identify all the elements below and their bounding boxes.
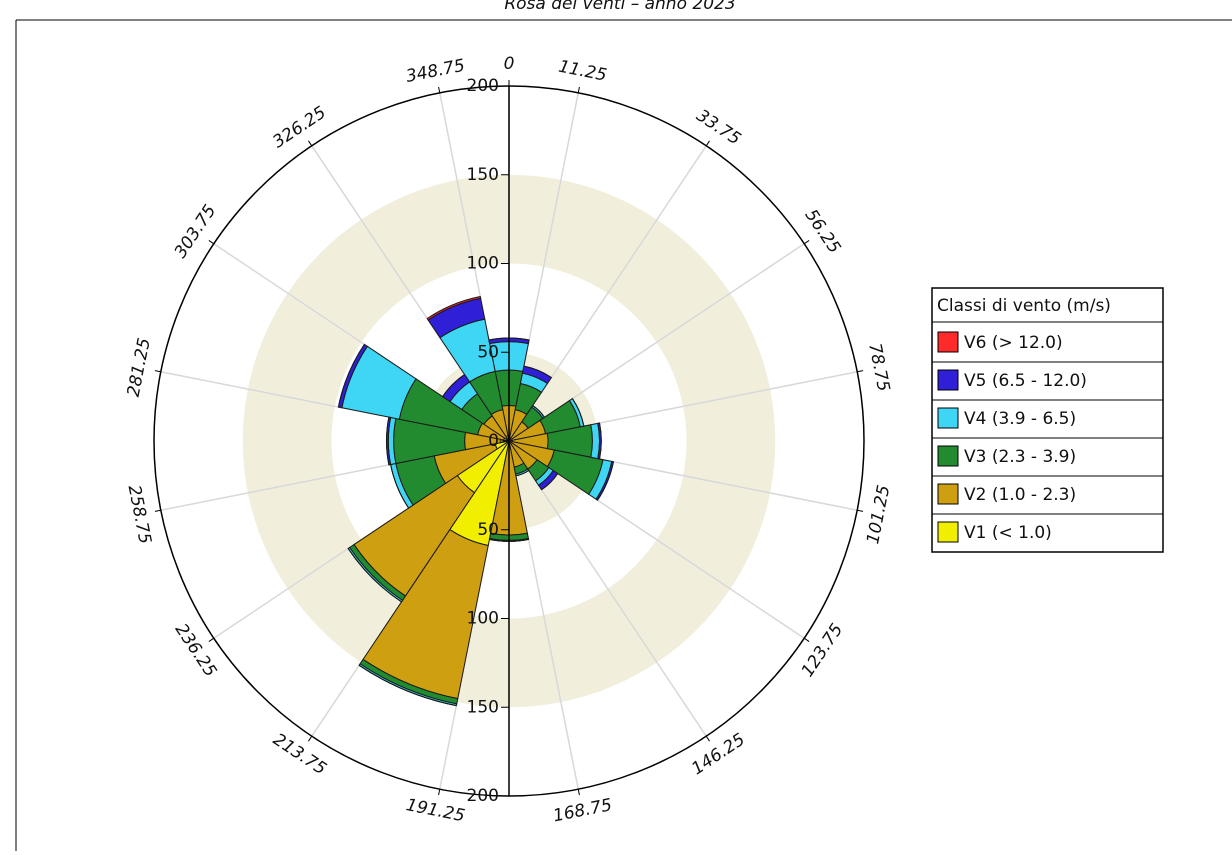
angular-tick: [438, 789, 441, 796]
angular-tick: [308, 140, 313, 147]
wind-segment: [541, 473, 559, 491]
radial-tick-label: 150: [467, 165, 499, 185]
legend-label: V1 (< 1.0): [964, 523, 1052, 543]
radial-tick-label: 0: [488, 431, 499, 451]
angular-tick-label: 348.75: [404, 56, 466, 87]
radial-tick-label: 150: [467, 697, 499, 717]
angular-tick-label: 281.25: [124, 336, 155, 398]
chart-title: Rosa dei venti – anno 2023: [504, 0, 735, 14]
legend-swatch: [937, 407, 959, 429]
wind-segment: [515, 470, 530, 477]
radial-tick-label: 200: [467, 76, 499, 96]
radial-tick-label: 100: [467, 254, 499, 274]
angular-tick: [208, 240, 215, 245]
angular-tick: [705, 735, 710, 742]
legend-swatch: [937, 483, 959, 505]
angular-tick: [577, 789, 580, 796]
angular-tick-label: 303.75: [171, 201, 221, 262]
wind-segment: [358, 664, 457, 707]
legend-swatch: [937, 369, 959, 391]
angular-tick: [803, 637, 810, 642]
legend-swatch: [937, 521, 959, 543]
legend-label: V4 (3.9 - 6.5): [964, 409, 1076, 429]
angular-tick-label: 213.75: [269, 730, 330, 780]
angular-tick-label: 78.75: [864, 342, 893, 394]
legend-swatch: [937, 331, 959, 353]
legend-title: Classi di vento (m/s): [937, 296, 1111, 316]
wind-segment: [426, 295, 482, 321]
angular-tick: [803, 240, 810, 245]
angular-tick: [577, 86, 580, 93]
angular-tick: [857, 509, 864, 512]
angular-tick: [308, 735, 313, 742]
legend: Classi di vento (m/s) V6 (> 12.0) V5 (6.5 …: [931, 287, 1164, 553]
angular-tick-label: 326.25: [269, 103, 330, 153]
angular-tick: [857, 370, 864, 373]
angular-tick-label: 236.25: [171, 620, 221, 681]
radial-tick-label: 50: [477, 520, 499, 540]
angular-tick-label: 191.25: [404, 795, 466, 826]
angular-tick-label: 11.25: [557, 57, 609, 86]
legend-label: V6 (> 12.0): [964, 333, 1063, 353]
legend-box: [931, 287, 1164, 553]
angular-tick: [208, 637, 215, 642]
radial-tick-label: 100: [467, 609, 499, 629]
angular-tick-label: 0: [504, 54, 515, 74]
angular-grid-line: [508, 440, 707, 737]
angular-tick-label: 258.75: [124, 483, 155, 545]
wind-segment: [337, 344, 365, 408]
angular-tick: [438, 86, 441, 93]
angular-tick-label: 146.25: [688, 730, 749, 780]
angular-tick-label: 101.25: [863, 483, 894, 545]
angular-tick-label: 168.75: [551, 795, 613, 826]
wind-segment: [489, 538, 529, 542]
angular-tick-label: 123.75: [798, 620, 848, 681]
wind-segment: [597, 461, 614, 501]
legend-label: V3 (2.3 - 3.9): [964, 447, 1076, 467]
angular-tick: [154, 509, 161, 512]
radial-tick-label: 50: [477, 342, 499, 362]
angular-tick: [705, 140, 710, 147]
legend-swatch: [937, 445, 959, 467]
radial-tick-label: 200: [467, 786, 499, 806]
legend-label: V2 (1.0 - 2.3): [964, 485, 1076, 505]
angular-tick: [154, 370, 161, 373]
legend-label: V5 (6.5 - 12.0): [964, 371, 1087, 391]
